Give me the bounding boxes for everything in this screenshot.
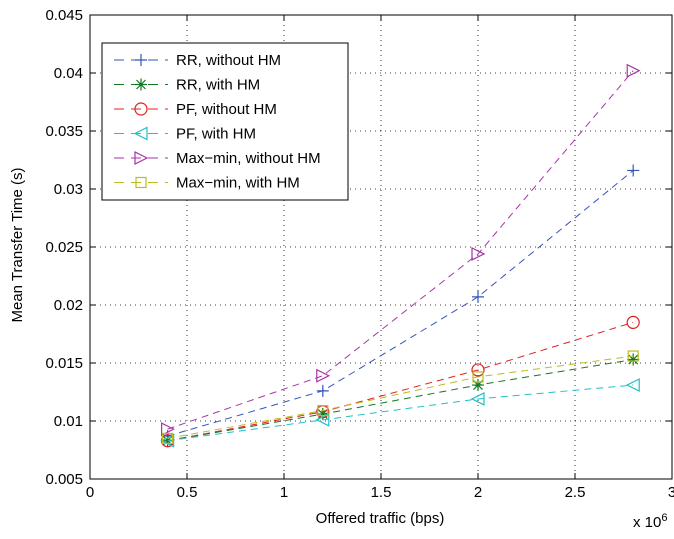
series-line — [167, 170, 634, 437]
x-multiplier-exponent: 6 — [661, 512, 667, 524]
series-5 — [161, 63, 641, 437]
legend-marker — [135, 78, 147, 91]
data-point — [316, 408, 329, 421]
grid — [90, 15, 672, 479]
series-1 — [161, 164, 640, 443]
data-point — [626, 315, 640, 329]
series-4 — [160, 378, 640, 448]
legend-marker — [135, 54, 147, 66]
y-tick-label: 0.02 — [54, 297, 83, 314]
series-line — [167, 70, 634, 430]
x-tick-label: 1 — [280, 484, 288, 501]
data-point — [317, 404, 329, 417]
x-tick-label: 3 — [668, 484, 674, 501]
x-tick-label: 2 — [474, 484, 482, 501]
y-tick-label: 0.025 — [45, 239, 83, 256]
data-point — [627, 353, 640, 366]
legend-label: Max−min, without HM — [176, 150, 321, 167]
legend-item: RR, with HM — [114, 77, 260, 94]
legend-marker — [133, 126, 148, 141]
data-point — [162, 432, 174, 444]
series-6 — [162, 350, 639, 444]
x-tick-label: 0.5 — [177, 484, 198, 501]
data-point — [161, 422, 175, 437]
legend-marker — [134, 151, 149, 165]
series-2 — [161, 353, 640, 447]
y-tick-label: 0.04 — [54, 65, 83, 82]
legend: RR, without HM RR, with HM PF, without HM P… — [101, 42, 349, 201]
data-point — [472, 379, 484, 392]
x-multiplier-base: x 10 — [633, 514, 661, 531]
data-point — [471, 363, 485, 377]
legend-marker — [135, 176, 147, 189]
legend-item: RR, without HM — [114, 52, 281, 69]
data-point — [472, 290, 484, 303]
data-point — [315, 412, 330, 427]
x-tick-label: 0 — [86, 484, 94, 501]
y-tick-label: 0.035 — [45, 123, 83, 140]
y-tick-label: 0.045 — [45, 7, 83, 24]
series-line — [167, 321, 634, 442]
series-3 — [161, 315, 640, 448]
data-point — [470, 391, 485, 406]
x-tick-label: 1.5 — [371, 484, 392, 501]
y-tick-label: 0.03 — [54, 181, 83, 198]
legend-label: PF, with HM — [176, 126, 256, 143]
y-tick-label: 0.01 — [54, 413, 83, 430]
data-point — [472, 371, 484, 383]
series-line — [167, 384, 634, 442]
series-line — [167, 355, 634, 439]
y-tick-label: 0.015 — [45, 355, 83, 372]
legend-box — [101, 42, 349, 201]
legend-item: PF, without HM — [114, 101, 277, 118]
legend-label: RR, without HM — [176, 52, 281, 69]
y-axis-label: Mean Transfer Time (s) — [9, 167, 26, 322]
data-point — [471, 246, 486, 261]
data-point — [627, 164, 640, 177]
legend-item: Max−min, with HM — [114, 175, 300, 192]
x-multiplier-label: x 106 — [633, 512, 667, 531]
data-point — [626, 63, 641, 78]
axis-ticks: 0 0.5 1 1.5 2 2.5 3 0.005 0.01 0.015 0.02 0.025 0.03… — [45, 7, 674, 501]
data-point — [316, 384, 329, 397]
series-layer — [160, 63, 641, 448]
legend-label: PF, without HM — [176, 101, 277, 118]
y-tick-label: 0.005 — [45, 471, 83, 488]
legend-item: PF, with HM — [114, 126, 256, 143]
x-axis-label: Offered traffic (bps) — [316, 510, 445, 527]
legend-label: RR, with HM — [176, 77, 260, 94]
data-point — [627, 350, 639, 362]
legend-marker — [134, 102, 148, 116]
data-point — [625, 378, 640, 393]
x-tick-label: 2.5 — [565, 484, 586, 501]
data-point — [316, 368, 331, 383]
legend-item: Max−min, without HM — [114, 150, 321, 167]
series-line — [167, 359, 634, 442]
legend-label: Max−min, with HM — [176, 175, 300, 192]
